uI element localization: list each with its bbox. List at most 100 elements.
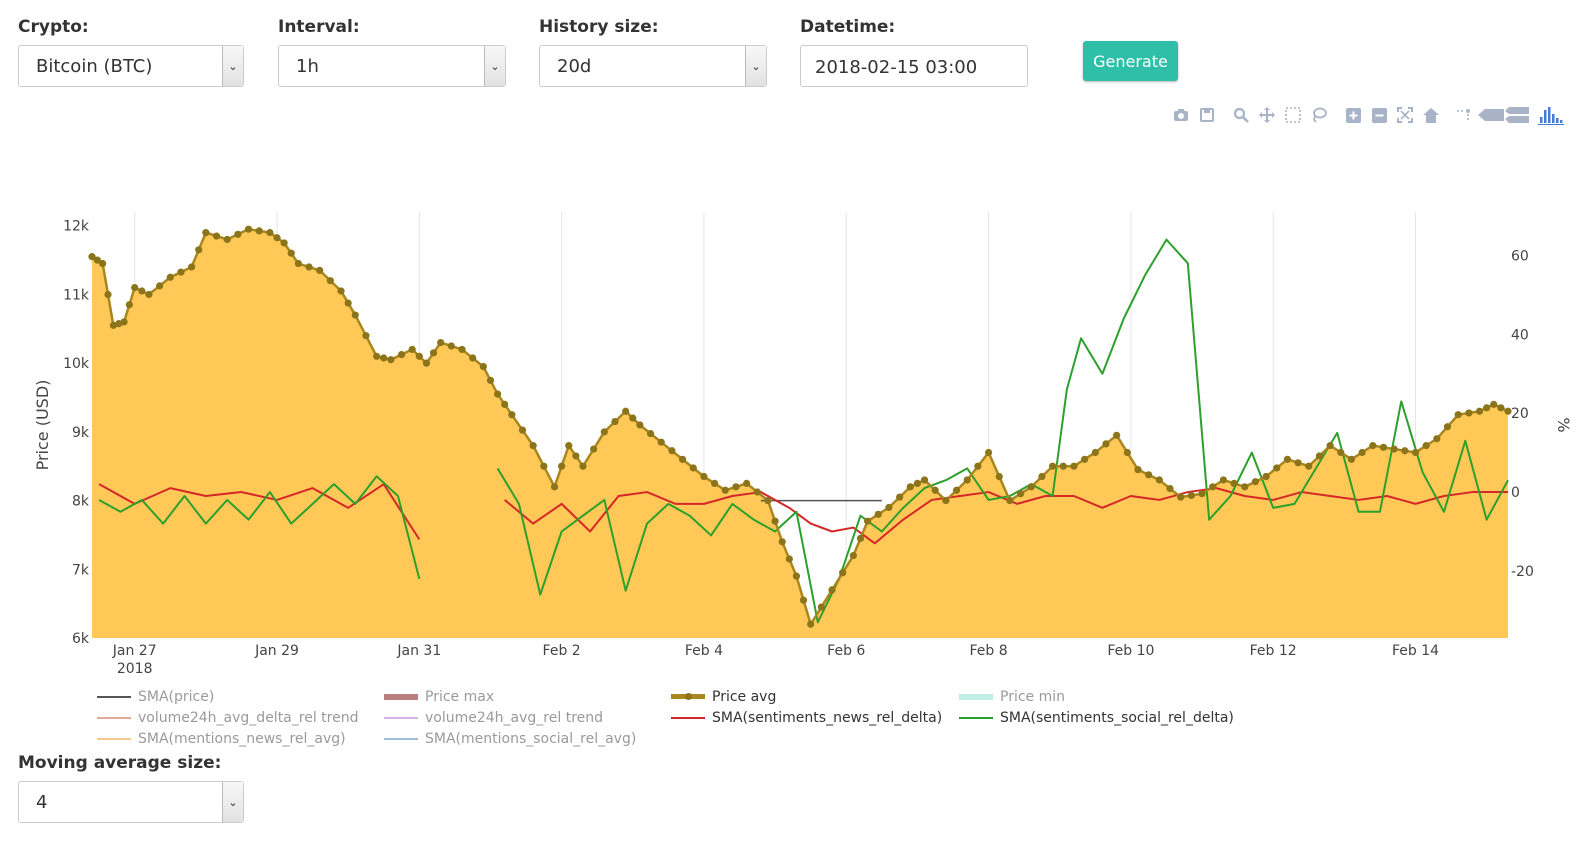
box-select-icon[interactable] <box>1280 104 1306 126</box>
moving-average-select[interactable]: 4 ⌄ <box>18 781 244 823</box>
legend-label: SMA(mentions_news_rel_avg) <box>138 731 346 747</box>
legend-label: Price avg <box>712 689 777 705</box>
price-avg-point <box>1454 411 1462 419</box>
price-avg-point <box>1187 491 1195 500</box>
price-avg-point <box>839 569 847 577</box>
price-avg-point <box>1483 404 1491 412</box>
legend-item-volume-delta-trend[interactable]: volume24h_avg_delta_rel trend <box>97 709 358 727</box>
legend-label: volume24h_avg_delta_rel trend <box>138 710 359 726</box>
y-tick-label: 8k <box>72 494 90 510</box>
zoom-icon[interactable] <box>1228 104 1254 126</box>
price-avg-point <box>817 603 825 611</box>
crypto-value: Bitcoin (BTC) <box>36 56 153 77</box>
social-sentiment-line <box>496 238 1509 624</box>
chevron-down-icon[interactable]: ⌄ <box>745 46 766 86</box>
zoom-out-icon[interactable] <box>1366 104 1392 126</box>
price-avg-point <box>486 376 495 384</box>
save-icon[interactable] <box>1194 104 1220 126</box>
price-avg-area <box>92 229 1508 638</box>
y-tick-label: 11k <box>63 287 90 303</box>
price-avg-point <box>125 301 133 309</box>
price-avg-point <box>1219 476 1227 484</box>
datetime-input[interactable]: 2018-02-15 03:00 <box>800 45 1028 87</box>
chart-axes: Jan 27 Jan 29 Jan 31 Feb 2 Feb 4 Feb 6 Feb 8 Fe… <box>33 219 1573 677</box>
price-avg-point <box>963 476 971 484</box>
price-avg-point <box>565 442 573 450</box>
y-tick-label: 10k <box>63 356 90 372</box>
price-avg-point <box>437 338 445 347</box>
price-avg-point <box>166 273 174 281</box>
hover-closest-icon[interactable] <box>1478 104 1504 126</box>
price-avg-point <box>422 359 431 367</box>
hover-compare-icon[interactable] <box>1504 104 1530 126</box>
legend-item-news-sentiment[interactable]: SMA(sentiments_news_rel_delta) <box>671 709 942 727</box>
price-avg-point <box>558 462 566 470</box>
price-avg-point <box>1081 455 1089 463</box>
lasso-icon[interactable] <box>1306 104 1332 126</box>
price-avg-markers <box>88 225 1512 628</box>
price-avg-point <box>508 411 516 419</box>
pan-icon[interactable] <box>1254 104 1280 126</box>
zoom-in-icon[interactable] <box>1340 104 1366 126</box>
interval-select[interactable]: 1h ⌄ <box>278 45 506 87</box>
price-avg-point <box>294 259 302 268</box>
legend-item-price-max[interactable]: Price max <box>384 688 494 706</box>
legend-item-social-sentiment[interactable]: SMA(sentiments_social_rel_delta) <box>959 709 1234 727</box>
price-avg-point <box>1411 448 1420 457</box>
history-select[interactable]: 20d ⌄ <box>539 45 767 87</box>
chevron-down-icon[interactable]: ⌄ <box>222 782 243 822</box>
price-avg-point <box>104 290 112 299</box>
price-avg-point <box>668 447 676 455</box>
news-sentiment-line <box>98 483 421 540</box>
legend-item-mentions-social[interactable]: SMA(mentions_social_rel_avg) <box>384 730 636 748</box>
y2-tick-label: 20 <box>1511 406 1529 422</box>
news-sentiment-line <box>504 487 1508 545</box>
datetime-control: Datetime: 2018-02-15 03:00 <box>800 17 1028 87</box>
generate-button[interactable]: Generate <box>1083 41 1178 81</box>
chevron-down-icon[interactable]: ⌄ <box>222 46 243 86</box>
price-avg-point <box>88 253 96 261</box>
price-avg-point <box>942 496 950 505</box>
price-avg-point <box>1230 479 1238 488</box>
interval-control: Interval: 1h ⌄ <box>278 17 506 87</box>
y-tick-label: 7k <box>72 562 90 578</box>
crypto-select[interactable]: Bitcoin (BTC) ⌄ <box>18 45 244 87</box>
price-avg-point <box>1016 490 1025 498</box>
x-tick-label: Jan 27 <box>112 643 157 659</box>
price-avg-point <box>155 282 164 290</box>
legend-item-price-min[interactable]: Price min <box>959 688 1065 706</box>
price-avg-point <box>1443 423 1452 431</box>
legend-item-price-avg[interactable]: Price avg <box>671 688 776 706</box>
plotly-logo-icon[interactable] <box>1538 104 1564 126</box>
camera-icon[interactable] <box>1168 104 1194 126</box>
price-avg-point <box>234 230 242 238</box>
price-avg-point <box>1490 400 1498 408</box>
legend-item-mentions-news[interactable]: SMA(mentions_news_rel_avg) <box>97 730 346 748</box>
price-avg-point <box>1294 459 1302 467</box>
chevron-down-icon[interactable]: ⌄ <box>484 46 505 86</box>
price-avg-point <box>896 493 904 501</box>
legend-item-volume-trend[interactable]: volume24h_avg_rel trend <box>384 709 603 727</box>
price-avg-point <box>1198 490 1206 498</box>
price-avg-point <box>721 486 729 494</box>
price-avg-point <box>849 551 857 560</box>
y2-axis-title: % <box>1554 417 1573 432</box>
price-avg-point <box>1315 452 1324 460</box>
y2-tick-label: 0 <box>1511 485 1520 501</box>
spike-lines-icon[interactable] <box>1452 104 1478 126</box>
autoscale-icon[interactable] <box>1392 104 1418 126</box>
price-avg-point <box>913 479 922 488</box>
x-tick-label: Jan 31 <box>396 643 441 659</box>
price-avg-point <box>629 414 637 422</box>
price-avg-point <box>974 462 982 470</box>
price-avg-point <box>1006 496 1014 505</box>
price-avg-point <box>387 356 395 364</box>
legend-label: SMA(sentiments_social_rel_delta) <box>1000 710 1234 726</box>
x-tick-label: Feb 2 <box>543 643 581 659</box>
price-avg-point <box>351 311 359 319</box>
x-tick-label: Jan 29 <box>254 643 299 659</box>
legend-item-sma-price[interactable]: SMA(price) <box>97 688 214 706</box>
reset-axes-icon[interactable] <box>1418 104 1444 126</box>
price-avg-point <box>266 229 274 237</box>
